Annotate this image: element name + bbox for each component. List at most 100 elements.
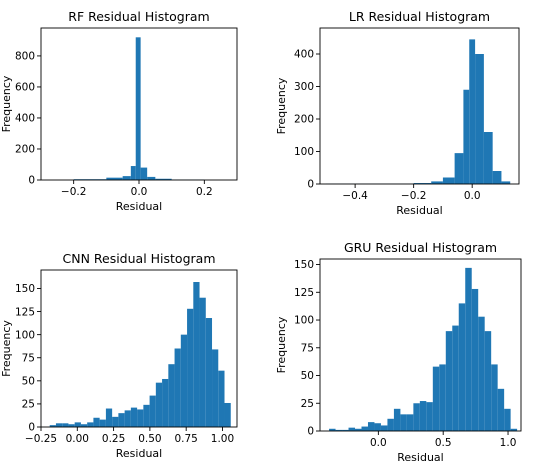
lr-bars: [325, 39, 511, 185]
gru-bar: [484, 331, 492, 431]
lr-y-axis-label: Frequency: [275, 77, 288, 134]
gru-bar: [393, 408, 401, 431]
gru-bar: [432, 366, 440, 431]
lr-y-tick-label: 200: [294, 114, 314, 126]
lr-bar: [501, 181, 511, 184]
gru-bar: [419, 401, 427, 431]
rf-bar: [130, 166, 136, 180]
gru-bar: [380, 425, 388, 431]
gru-y-tick-label: 125: [294, 287, 314, 299]
cnn-bar: [224, 402, 231, 427]
gru-bar: [497, 388, 505, 431]
gru-y-tick-label: 150: [294, 259, 314, 271]
rf-x-tick-label: 0.2: [196, 186, 213, 198]
cnn-bar: [93, 417, 100, 427]
gru-bar: [471, 288, 479, 431]
rf-y-tick-label: 400: [15, 113, 35, 125]
gru-residual-histogram: 0.0 0.5 1.0 0 25 50 75 100 125 150 GRU Residual Hi…: [275, 240, 522, 464]
gru-bar: [465, 267, 472, 431]
gru-bar: [406, 414, 414, 431]
lr-x-tick-label: −0.4: [342, 190, 368, 202]
lr-bar: [492, 171, 502, 184]
cnn-bar: [180, 334, 188, 427]
rf-x-axis-label: Residual: [116, 200, 162, 213]
cnn-bar: [168, 364, 175, 427]
rf-y-tick-label: 0: [28, 175, 35, 187]
rf-chart-title: RF Residual Histogram: [68, 9, 209, 24]
cnn-bar: [143, 404, 150, 427]
rf-bar: [106, 177, 123, 180]
cnn-bar: [212, 349, 219, 427]
cnn-bar: [193, 282, 200, 427]
cnn-bar: [155, 382, 163, 427]
lr-y-tick-label: 0: [307, 179, 314, 191]
gru-x-tick-label: 0.0: [370, 437, 387, 449]
gru-bar: [439, 364, 446, 431]
gru-bar: [355, 428, 362, 431]
cnn-y-tick-label: 125: [15, 306, 35, 318]
gru-bar: [491, 364, 498, 431]
cnn-bar: [137, 409, 144, 427]
cnn-y-tick-label: 100: [15, 329, 35, 341]
cnn-x-tick-label: 0.00: [66, 433, 89, 445]
rf-residual-histogram: −0.2 0.0 0.2 0 200 400 600 800 RF Residual Histo…: [0, 9, 238, 213]
gru-chart-title: GRU Residual Histogram: [344, 240, 497, 255]
cnn-residual-histogram: −0.25 0.00 0.25 0.50 0.75 1.00 0 25 50 75 100 125 15…: [0, 251, 238, 460]
cnn-axes-frame: [40, 269, 238, 428]
gru-bar: [413, 403, 420, 431]
gru-bar: [387, 418, 394, 431]
rf-x-tick-label: 0.0: [131, 186, 148, 198]
gru-axes-frame: [319, 258, 522, 432]
gru-bar: [504, 408, 511, 431]
cnn-bar: [49, 425, 56, 427]
gru-bar: [329, 428, 336, 431]
gru-y-axis-label: Frequency: [275, 316, 288, 373]
cnn-y-tick-label: 75: [22, 352, 35, 364]
gru-bar: [367, 422, 375, 431]
lr-bar: [442, 177, 455, 184]
gru-bar: [374, 423, 381, 431]
cnn-x-tick-label: 0.25: [102, 433, 125, 445]
lr-bar: [475, 54, 484, 184]
cnn-y-tick-label: 25: [22, 399, 35, 411]
gru-bar: [342, 429, 349, 431]
lr-residual-histogram: −0.4 −0.2 0.0 0 100 200 300 400 LR Residual Hist…: [275, 9, 520, 217]
cnn-bar: [218, 370, 225, 427]
cnn-bar: [124, 410, 131, 427]
cnn-bar: [149, 395, 156, 427]
cnn-x-tick-label: 1.00: [211, 433, 234, 445]
gru-bar: [510, 428, 518, 431]
gru-bar: [348, 427, 356, 431]
cnn-bar: [87, 422, 94, 427]
lr-y-tick-label: 300: [294, 81, 314, 93]
lr-x-axis-label: Residual: [396, 204, 442, 217]
gru-y-tick-label: 100: [294, 315, 314, 327]
rf-y-tick-label: 200: [15, 144, 35, 156]
lr-x-tick-label: −0.2: [401, 190, 427, 202]
cnn-bar: [55, 423, 63, 427]
cnn-bar: [174, 348, 181, 427]
gru-bar: [335, 429, 343, 431]
gru-x-tick-label: 1.0: [500, 437, 517, 449]
cnn-bar: [99, 419, 106, 427]
gru-bar: [458, 303, 466, 431]
cnn-chart-title: CNN Residual Histogram: [62, 251, 215, 266]
cnn-y-tick-label: 0: [28, 422, 35, 434]
cnn-x-tick-label: 0.50: [138, 433, 161, 445]
cnn-y-tick-label: 150: [15, 283, 35, 295]
lr-y-tick-label: 400: [294, 49, 314, 61]
cnn-bars: [49, 282, 231, 427]
cnn-y-axis-label: Frequency: [0, 320, 13, 377]
rf-bar: [135, 37, 141, 181]
rf-bar: [122, 176, 131, 180]
gru-bar: [400, 414, 407, 431]
lr-bar: [469, 39, 476, 185]
gru-x-tick-label: 0.5: [435, 437, 452, 449]
rf-x-tick-label: −0.2: [61, 186, 87, 198]
cnn-bar: [80, 424, 88, 427]
cnn-bar: [162, 378, 169, 427]
gru-bars: [329, 267, 518, 431]
lr-y-tick-label: 100: [294, 146, 314, 158]
cnn-bar: [74, 422, 81, 427]
